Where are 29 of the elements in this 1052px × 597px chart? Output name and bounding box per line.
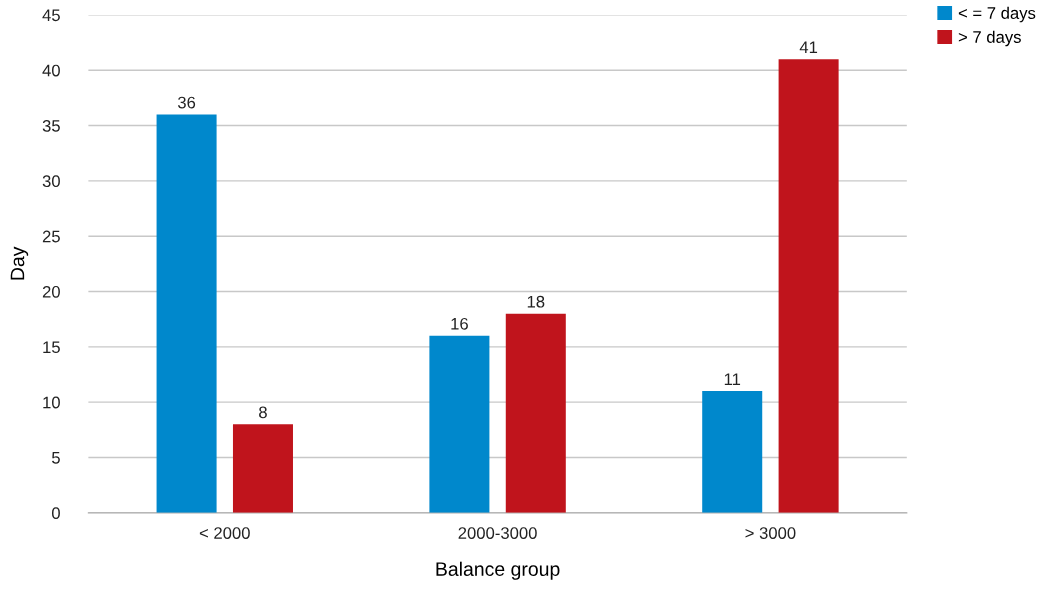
x-tick-label: 2000-3000 — [458, 527, 537, 539]
x-tick-label: < 2000 — [199, 527, 250, 539]
y-tick-label: 0 — [51, 507, 60, 520]
y-tick-label: 5 — [51, 452, 60, 464]
bar — [429, 335, 490, 513]
data-label: 36 — [177, 96, 196, 109]
y-tick-label: 40 — [42, 64, 60, 77]
y-tick-label: 15 — [43, 341, 60, 354]
data-label: 41 — [799, 41, 818, 53]
x-tick-label: > 3000 — [745, 527, 796, 539]
bar — [702, 391, 763, 513]
bar — [232, 424, 293, 513]
data-label: 11 — [724, 373, 741, 385]
legend-label: < = 7 days — [958, 6, 1036, 23]
bar — [778, 59, 839, 513]
legend-label: > 7 days — [958, 30, 1021, 47]
y-axis-title: Day — [10, 246, 29, 280]
x-axis-title: Balance group — [436, 561, 560, 580]
y-tick-label: 20 — [42, 285, 60, 298]
bar — [505, 313, 566, 513]
y-tick-label: 45 — [42, 9, 60, 22]
bar — [156, 114, 217, 513]
y-tick-label: 30 — [42, 175, 60, 188]
y-tick-label: 25 — [42, 230, 60, 243]
y-tick-label: 10 — [43, 396, 60, 409]
y-tick-label: 35 — [42, 119, 60, 132]
data-label: 16 — [451, 317, 468, 330]
data-label: 18 — [527, 295, 545, 308]
data-label: 8 — [259, 406, 267, 419]
